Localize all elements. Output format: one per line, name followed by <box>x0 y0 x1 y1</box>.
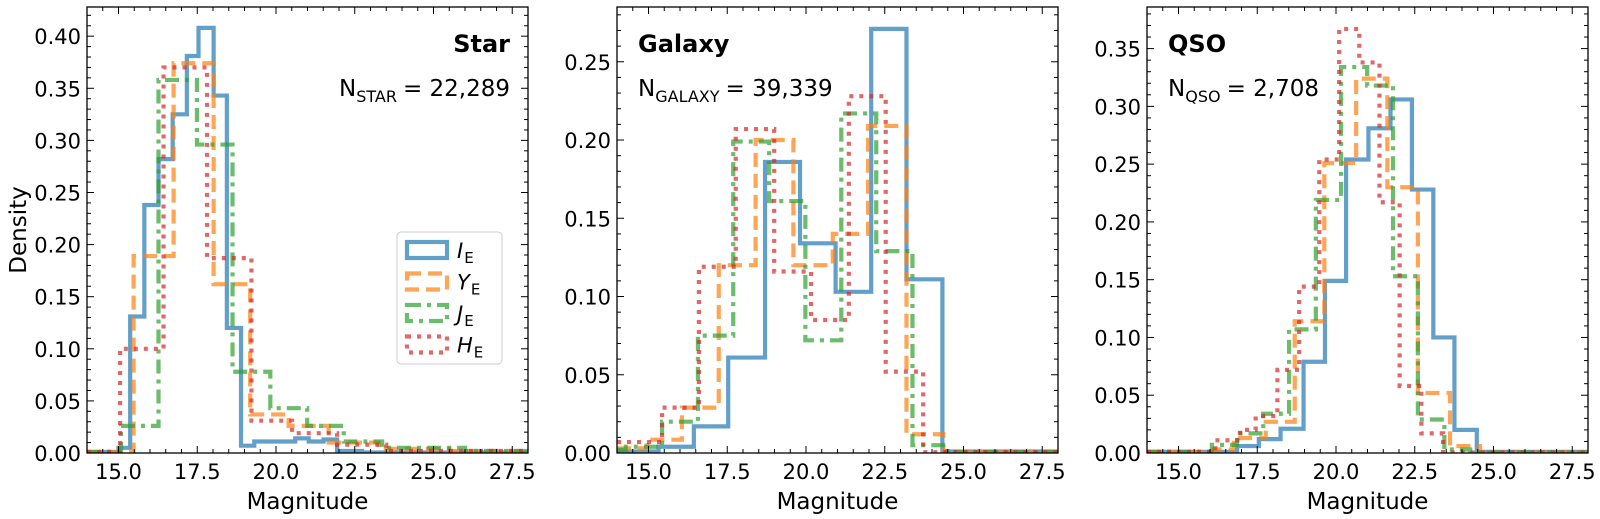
series-h-e <box>617 94 1058 453</box>
x-tick-label: 20.0 <box>1313 460 1360 484</box>
y-tick-label: 0.25 <box>34 181 81 205</box>
legend-label: YE <box>457 271 480 299</box>
count-annotation: NGALAXY = 39,339 <box>638 76 833 106</box>
y-tick-label: 0.05 <box>564 364 611 388</box>
legend-subscript: E <box>474 344 483 362</box>
panel-galaxy: 15.0 17.5 20.0 22.5 25.0 27.5 0.00 0.05 0.10 0.15… <box>564 6 1066 515</box>
y-tick-label: 0.35 <box>34 77 81 101</box>
panel-title: Star <box>453 30 510 58</box>
x-axis-label: Magnitude <box>777 489 899 515</box>
series-i-e <box>1147 97 1588 453</box>
y-tick-label: 0.40 <box>34 25 81 49</box>
legend-label: HE <box>457 334 483 362</box>
count-subscript: QSO <box>1185 87 1220 106</box>
x-tick-label: 25.0 <box>410 460 457 484</box>
count-annotation: NQSO = 2,708 <box>1168 76 1319 106</box>
legend-swatch <box>404 271 450 292</box>
x-tick-label: 15.0 <box>1155 460 1202 484</box>
count-symbol: N <box>339 76 356 102</box>
legend-symbol: H <box>457 334 473 358</box>
y-tick-label: 0.00 <box>1094 442 1141 466</box>
legend-item-y-e: YE <box>404 271 480 299</box>
panel-title: QSO <box>1168 30 1226 58</box>
y-tick-label: 0.20 <box>564 129 611 153</box>
legend-symbol: J <box>453 302 463 326</box>
x-tick-label: 27.5 <box>489 460 536 484</box>
x-axis-label: Magnitude <box>247 489 369 515</box>
series-h-e <box>87 65 528 453</box>
x-tick-label: 22.5 <box>1391 460 1438 484</box>
x-tick-label: 22.5 <box>861 460 908 484</box>
x-tick-label: 15.0 <box>95 460 142 484</box>
y-axis-label: Density <box>6 186 32 273</box>
count-value: = 2,708 <box>1227 76 1319 102</box>
y-tick-label: 0.10 <box>564 286 611 310</box>
x-tick-label: 27.5 <box>1549 460 1596 484</box>
y-tick-label: 0.10 <box>34 338 81 362</box>
legend-swatch <box>404 334 450 355</box>
y-tick-label: 0.15 <box>564 207 611 231</box>
legend-swatch <box>404 302 450 324</box>
axes-frame <box>86 6 529 454</box>
x-tick-label: 20.0 <box>783 460 830 484</box>
count-subscript: STAR <box>356 87 397 106</box>
series-j-e <box>1147 64 1588 453</box>
legend-symbol: Y <box>457 271 472 295</box>
y-tick-label: 0.25 <box>564 51 611 75</box>
series-h-e <box>1147 26 1588 453</box>
legend-box <box>396 231 503 365</box>
y-tick-label: 0.25 <box>1094 153 1141 177</box>
panel-star: 15.0 17.5 20.0 22.5 25.0 27.5 0.00 0.05 0.10 0.15… <box>6 6 536 515</box>
axes-frame <box>616 6 1059 454</box>
panel-qso: 15.0 17.5 20.0 22.5 25.0 27.5 0.00 0.05 0.10 0.15… <box>1094 6 1596 515</box>
count-annotation: NSTAR = 22,289 <box>339 76 510 106</box>
y-tick-label: 0.00 <box>34 442 81 466</box>
x-tick-label: 17.5 <box>704 460 751 484</box>
y-tick-label: 0.15 <box>1094 269 1141 293</box>
x-axis-label: Magnitude <box>1307 489 1429 515</box>
legend-subscript: E <box>464 249 473 267</box>
count-subscript: GALAXY <box>655 87 720 106</box>
series-j-e <box>87 77 528 453</box>
y-tick-label: 0.30 <box>34 129 81 153</box>
y-tick-label: 0.05 <box>1094 384 1141 408</box>
y-tick-label: 0.20 <box>1094 211 1141 235</box>
series-i-e <box>87 25 528 453</box>
panel-title: Galaxy <box>638 30 730 58</box>
x-tick-label: 22.5 <box>331 460 378 484</box>
legend-symbol: I <box>457 239 463 263</box>
x-tick-label: 27.5 <box>1019 460 1066 484</box>
x-tick-label: 25.0 <box>1470 460 1517 484</box>
x-tick-label: 17.5 <box>1234 460 1281 484</box>
count-value: = 22,289 <box>403 76 510 102</box>
series-group <box>87 25 528 453</box>
legend-item-h-e: HE <box>404 334 483 362</box>
series-group <box>617 26 1058 453</box>
legend-subscript: E <box>471 281 480 299</box>
y-tick-label: 0.35 <box>1094 38 1141 62</box>
x-tick-label: 20.0 <box>253 460 300 484</box>
count-symbol: N <box>638 76 655 102</box>
legend-swatch <box>404 239 450 261</box>
x-tick-label: 15.0 <box>625 460 672 484</box>
legend-label: IE <box>457 239 474 267</box>
legend-subscript: E <box>464 312 473 330</box>
x-tick-label: 17.5 <box>174 460 221 484</box>
y-tick-label: 0.15 <box>34 286 81 310</box>
y-tick-label: 0.30 <box>1094 95 1141 119</box>
x-tick-label: 25.0 <box>940 460 987 484</box>
count-value: = 39,339 <box>726 76 833 102</box>
y-tick-label: 0.20 <box>34 234 81 258</box>
legend-label: JE <box>453 302 474 330</box>
y-tick-label: 0.00 <box>564 442 611 466</box>
legend-item-j-e: JE <box>404 302 474 330</box>
y-tick-label: 0.05 <box>34 390 81 414</box>
series-group <box>1147 26 1588 453</box>
count-symbol: N <box>1168 76 1185 102</box>
y-tick-label: 0.10 <box>1094 326 1141 350</box>
legend-item-i-e: IE <box>404 239 474 267</box>
